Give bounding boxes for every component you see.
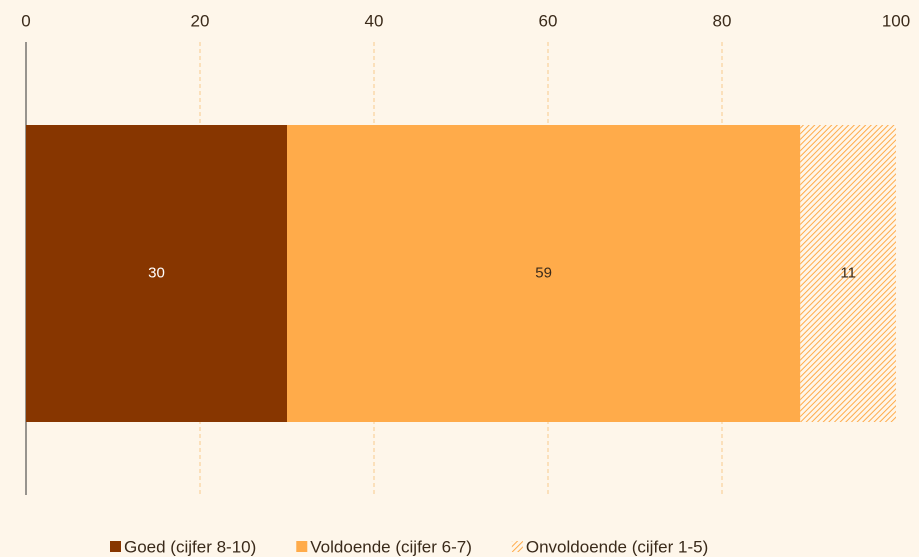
- x-tick-label: 20: [191, 11, 210, 30]
- bar-segment: [26, 125, 287, 422]
- value-label: 30: [148, 264, 165, 281]
- x-tick-label: 80: [713, 11, 732, 30]
- x-tick-label: 0: [21, 11, 30, 30]
- legend-label: Voldoende (cijfer 6-7): [310, 537, 472, 556]
- x-tick-label: 40: [365, 11, 384, 30]
- bar-segment: [800, 125, 896, 422]
- legend-swatch: [511, 541, 523, 552]
- x-tick-label: 60: [539, 11, 558, 30]
- legend-swatch: [110, 541, 121, 552]
- x-tick-label: 100: [882, 11, 910, 30]
- value-label: 11: [840, 264, 856, 281]
- bar-segment: [287, 125, 801, 422]
- legend-label: Onvoldoende (cijfer 1-5): [526, 537, 708, 556]
- legend-swatch: [296, 541, 308, 552]
- legend-label: Goed (cijfer 8-10): [124, 537, 256, 556]
- value-label: 59: [535, 264, 552, 281]
